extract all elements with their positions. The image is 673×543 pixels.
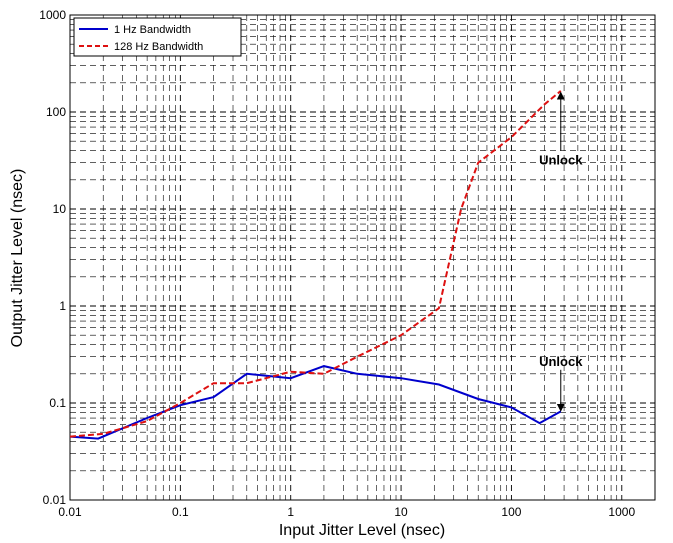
y-axis-title: Output Jitter Level (nsec)	[9, 169, 26, 348]
x-tick-label: 1000	[608, 505, 635, 519]
y-tick-label: 1	[59, 299, 66, 313]
unlock-label: Unlock	[539, 354, 583, 369]
tick-labels: 0.01 0.1 1 10 100 1000 0.01 0.1 1 10 100 1000	[39, 8, 635, 519]
x-tick-label: 10	[394, 505, 408, 519]
y-tick-label: 0.01	[43, 493, 67, 507]
y-tick-label: 0.1	[49, 396, 66, 410]
legend: 1 Hz Bandwidth 128 Hz Bandwidth	[73, 17, 242, 57]
legend-label-1hz: 1 Hz Bandwidth	[114, 24, 191, 36]
legend-label-128hz: 128 Hz Bandwidth	[114, 41, 203, 53]
annotations: Unlock Unlock	[539, 91, 583, 412]
plot-frame	[69, 14, 656, 501]
y-tick-label: 100	[46, 105, 66, 119]
series-lines	[69, 90, 562, 440]
grid	[70, 15, 655, 500]
y-tick-label: 1000	[39, 8, 66, 22]
unlock-label: Unlock	[539, 153, 583, 168]
x-tick-label: 0.1	[172, 505, 189, 519]
series-line-128hz	[69, 90, 562, 438]
x-tick-label: 100	[501, 505, 521, 519]
x-tick-label: 0.01	[58, 505, 82, 519]
series-line-1hz	[69, 365, 562, 440]
legend-box	[73, 17, 242, 57]
x-axis-title: Input Jitter Level (nsec)	[279, 522, 445, 539]
x-tick-label: 1	[287, 505, 294, 519]
y-tick-label: 10	[53, 202, 67, 216]
